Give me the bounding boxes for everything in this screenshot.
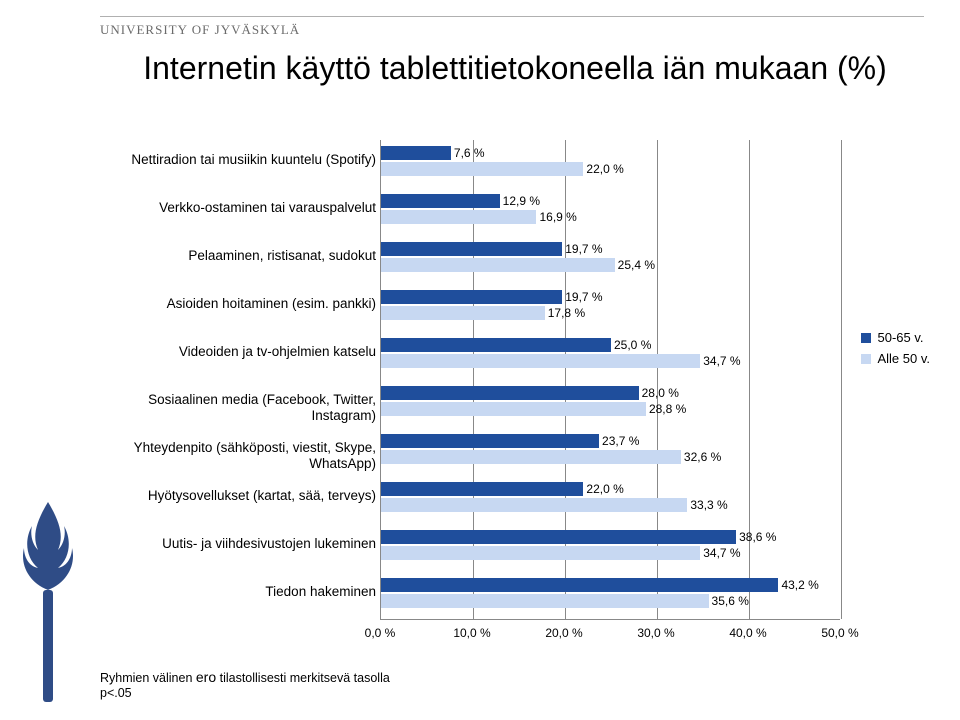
bar-value-label: 33,3 %	[690, 498, 727, 512]
bar	[381, 402, 646, 416]
bar-value-label: 35,6 %	[712, 594, 749, 608]
footnote-emph: ero	[196, 669, 216, 685]
bar	[381, 546, 700, 560]
page-title: Internetin käyttö tablettitietokoneella …	[130, 50, 900, 87]
bar-value-label: 17,8 %	[548, 306, 585, 320]
bar	[381, 162, 583, 176]
bar-value-label: 32,6 %	[684, 450, 721, 464]
legend-item: Alle 50 v.	[861, 351, 930, 366]
bar	[381, 594, 709, 608]
bar	[381, 306, 545, 320]
footnote-text: Ryhmien välinen	[100, 671, 196, 685]
bar-value-label: 34,7 %	[703, 546, 740, 560]
bar-value-label: 19,7 %	[565, 290, 602, 304]
bar	[381, 242, 562, 256]
gridline	[749, 140, 750, 619]
category-label: Pelaaminen, ristisanat, sudokut	[100, 248, 376, 264]
legend-item: 50-65 v.	[861, 330, 930, 345]
bar-value-label: 28,8 %	[649, 402, 686, 416]
x-tick-label: 0,0 %	[365, 626, 396, 640]
category-label: Videoiden ja tv-ohjelmien katselu	[100, 344, 376, 360]
bar-value-label: 38,6 %	[739, 530, 776, 544]
bar	[381, 290, 562, 304]
bar	[381, 434, 599, 448]
university-name: UNIVERSITY OF JYVÄSKYLÄ	[100, 22, 300, 38]
bar	[381, 450, 681, 464]
category-label: Yhteydenpito (sähköposti, viestit, Skype…	[100, 440, 376, 471]
category-label: Verkko-ostaminen tai varauspalvelut	[100, 200, 376, 216]
bar-value-label: 28,0 %	[642, 386, 679, 400]
legend-label: 50-65 v.	[877, 330, 923, 345]
bar-value-label: 7,6 %	[454, 146, 485, 160]
bar	[381, 354, 700, 368]
legend: 50-65 v. Alle 50 v.	[861, 330, 930, 372]
footnote-text: tilastollisesti merkitsevä tasolla	[216, 671, 390, 685]
category-label: Hyötysovellukset (kartat, sää, terveys)	[100, 488, 376, 504]
bar	[381, 194, 500, 208]
x-tick-label: 40,0 %	[729, 626, 766, 640]
bar-chart: 50-65 v. Alle 50 v. 0,0 % 10,0 % 20,0 % 30,…	[100, 140, 930, 660]
legend-label: Alle 50 v.	[877, 351, 930, 366]
bar	[381, 578, 778, 592]
torch-icon	[18, 502, 78, 702]
x-tick-label: 50,0 %	[821, 626, 858, 640]
plot-area	[380, 140, 840, 620]
footnote-text: p<.05	[100, 686, 132, 700]
x-tick-label: 20,0 %	[545, 626, 582, 640]
x-tick-label: 30,0 %	[637, 626, 674, 640]
category-label: Tiedon hakeminen	[100, 584, 376, 600]
gridline	[841, 140, 842, 619]
bar-value-label: 22,0 %	[586, 162, 623, 176]
x-tick-label: 10,0 %	[453, 626, 490, 640]
footnote: Ryhmien välinen ero tilastollisesti merk…	[100, 669, 390, 702]
bar	[381, 498, 687, 512]
bar-value-label: 43,2 %	[781, 578, 818, 592]
bar-value-label: 19,7 %	[565, 242, 602, 256]
bar	[381, 210, 536, 224]
legend-swatch	[861, 333, 871, 343]
category-label: Asioiden hoitaminen (esim. pankki)	[100, 296, 376, 312]
category-label: Sosiaalinen media (Facebook, Twitter, In…	[100, 392, 376, 423]
category-label: Nettiradion tai musiikin kuuntelu (Spoti…	[100, 152, 376, 168]
category-label: Uutis- ja viihdesivustojen lukeminen	[100, 536, 376, 552]
legend-swatch	[861, 354, 871, 364]
bar-value-label: 23,7 %	[602, 434, 639, 448]
bar-value-label: 12,9 %	[503, 194, 540, 208]
bar-value-label: 22,0 %	[586, 482, 623, 496]
bar-value-label: 25,4 %	[618, 258, 655, 272]
bar	[381, 338, 611, 352]
bar-value-label: 25,0 %	[614, 338, 651, 352]
bar	[381, 482, 583, 496]
bar	[381, 258, 615, 272]
header-rule	[100, 16, 924, 17]
bar-value-label: 34,7 %	[703, 354, 740, 368]
bar-value-label: 16,9 %	[539, 210, 576, 224]
bar	[381, 386, 639, 400]
bar	[381, 146, 451, 160]
bar	[381, 530, 736, 544]
